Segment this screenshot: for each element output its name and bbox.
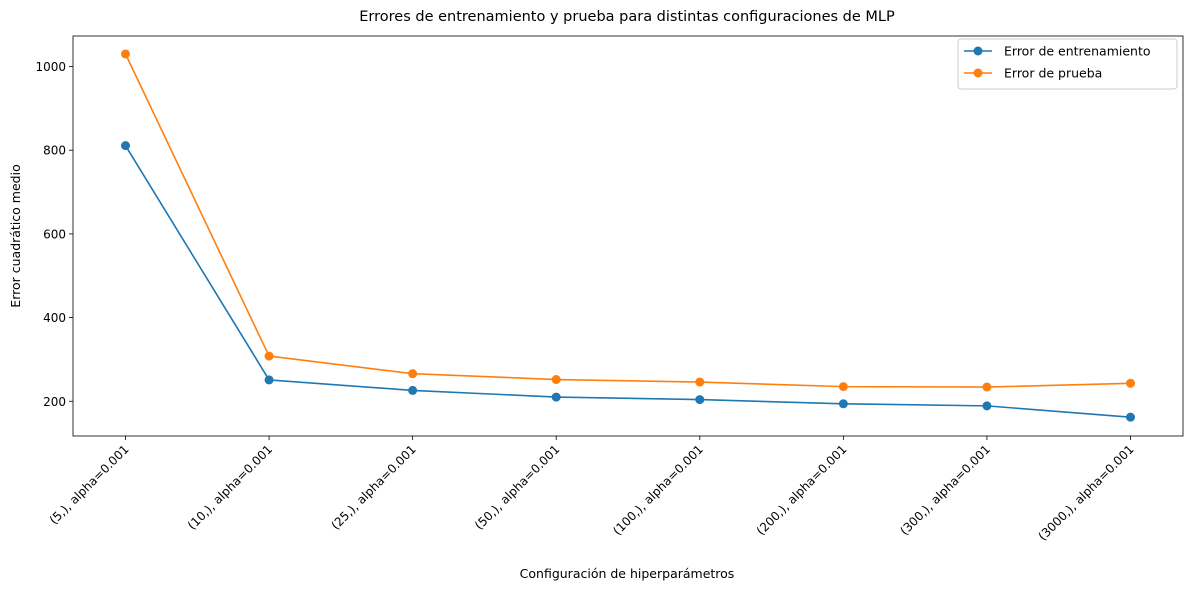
data-point-1 [695, 377, 705, 387]
data-point-0 [264, 375, 274, 385]
plot-area [73, 36, 1183, 436]
y-axis: 200 400 600 800 1000 [35, 60, 73, 409]
legend-label: Error de entrenamiento [1004, 44, 1151, 59]
data-point-0 [695, 395, 705, 405]
data-point-1 [408, 369, 418, 379]
data-point-0 [982, 401, 992, 411]
data-point-0 [1126, 412, 1135, 422]
legend-box [957, 38, 1178, 90]
y-axis-label: Error cuadrático medio [8, 164, 23, 307]
y-tick-label: 400 [43, 311, 66, 325]
data-point-1 [982, 382, 992, 392]
chart-marks [121, 49, 1135, 422]
data-point-0 [121, 141, 130, 151]
plot-frame [72, 35, 1184, 437]
data-point-1 [551, 375, 561, 385]
data-point-1 [838, 382, 848, 392]
data-point-0 [408, 385, 418, 395]
y-tick-label: 600 [43, 227, 66, 241]
legend: Error de entrenamiento Error de prueba [957, 38, 1178, 90]
y-tick-label: 800 [43, 144, 66, 158]
series-line-0 [124, 145, 1131, 418]
y-tick-label: 200 [43, 395, 66, 409]
legend-label: Error de prueba [1004, 66, 1102, 81]
data-point-1 [121, 49, 130, 59]
data-point-1 [264, 351, 274, 361]
legend-marker [973, 68, 983, 78]
y-tick-label: 1000 [35, 60, 66, 74]
legend-marker [973, 46, 983, 56]
data-point-0 [838, 399, 848, 409]
data-point-0 [551, 392, 561, 402]
chart-title: Errores de entrenamiento y prueba para d… [359, 9, 895, 25]
data-point-1 [1126, 378, 1135, 388]
series-line-1 [124, 53, 1131, 388]
x-axis-label: Configuración de hiperparámetros [520, 566, 735, 581]
